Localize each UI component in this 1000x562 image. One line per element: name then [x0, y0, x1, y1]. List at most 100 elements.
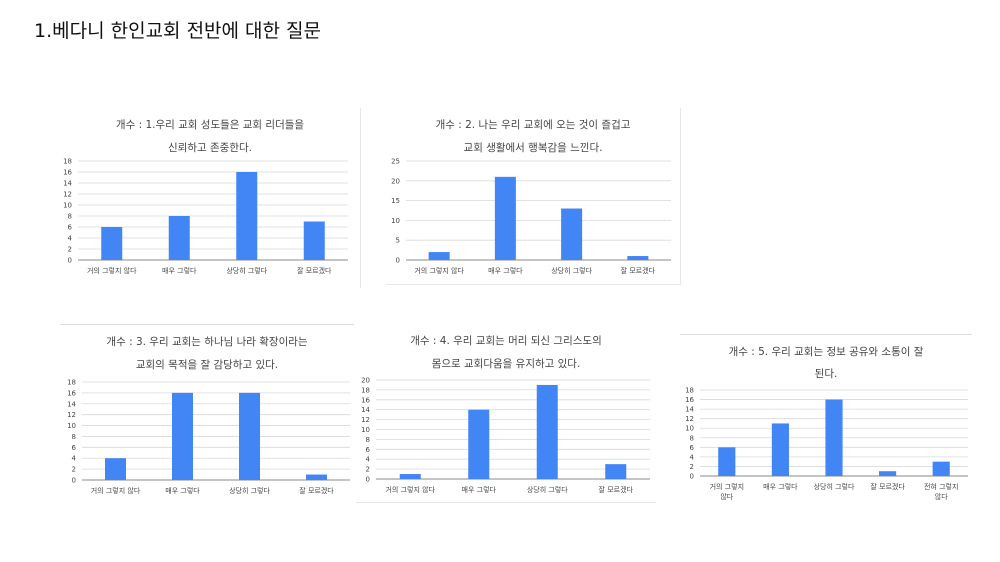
- y-tick-label: 15: [391, 197, 400, 205]
- y-tick-label: 10: [685, 425, 694, 433]
- chart-panel-4: 개수 : 4. 우리 교회는 머리 되신 그리스도의 몸으로 교회다움을 유지하…: [356, 324, 656, 503]
- y-tick-label: 20: [391, 177, 400, 185]
- x-tick-label: 전혀 그렇지: [924, 482, 958, 491]
- chart-title-line-2: 교회의 목적을 잘 감당하고 있다.: [135, 359, 279, 371]
- x-tick-label: 상당히 그렇다: [226, 266, 267, 275]
- y-tick-label: 6: [690, 444, 695, 452]
- y-tick-label: 10: [67, 422, 76, 430]
- y-tick-label: 5: [396, 237, 400, 245]
- y-tick-label: 2: [690, 463, 694, 471]
- chart-panel-5: 개수 : 5. 우리 교회는 정보 공유와 소통이 잘 된다. 0 2 4 6 8 10 1…: [680, 334, 972, 515]
- y-tick-label: 18: [685, 387, 694, 395]
- bar: [428, 252, 450, 260]
- chart-title-line-2: 된다.: [814, 368, 838, 380]
- chart-2-plot: 0 5 10 15 20 25 거의 그렇지 않다 매우 그렇다 상당히 그렇다 잘 모르겠다: [391, 158, 671, 275]
- y-tick-label: 18: [361, 386, 370, 394]
- y-tick-label: 16: [361, 396, 370, 404]
- x-tick-label: 매우 그렇다: [763, 482, 798, 491]
- x-tick-label: 매우 그렇다: [488, 266, 523, 275]
- x-tick-label: 거의 그렇지 않다: [414, 266, 464, 275]
- x-tick-label: 잘 모르겠다: [299, 486, 334, 495]
- bar: [468, 409, 490, 479]
- y-tick-label: 0: [396, 257, 400, 265]
- bar: [239, 392, 260, 480]
- bar: [399, 474, 421, 479]
- x-tick-label: 않다: [720, 492, 733, 501]
- y-tick-label: 0: [72, 477, 76, 485]
- x-tick-label: 잘 모르겠다: [621, 266, 656, 275]
- bar: [172, 392, 193, 480]
- bar: [494, 176, 516, 260]
- y-tick-label: 14: [361, 406, 370, 414]
- y-tick-label: 8: [366, 436, 370, 444]
- bar: [605, 464, 627, 479]
- chart-title-line-1: 개수 : 2. 나는 우리 교회에 오는 것이 즐겁고: [435, 119, 631, 131]
- y-tick-label: 20: [361, 377, 370, 385]
- x-tick-label: 거의 그렇지 않다: [91, 486, 141, 495]
- y-tick-label: 6: [366, 446, 371, 454]
- y-tick-label: 2: [68, 246, 72, 254]
- x-tick-label: 매우 그렇다: [162, 266, 197, 275]
- chart-panel-3: 개수 : 3. 우리 교회는 하나님 나라 확장이라는 교회의 목적을 잘 감당…: [60, 324, 354, 503]
- chart-title-line-1: 개수 : 1.우리 교회 성도들은 교회 리더들을: [115, 119, 305, 131]
- y-tick-label: 25: [391, 158, 400, 166]
- y-tick-label: 2: [72, 466, 76, 474]
- y-tick-label: 0: [690, 473, 694, 481]
- bar: [536, 384, 558, 479]
- y-tick-label: 8: [72, 433, 76, 441]
- chart-1-plot: 0 2 4 6 8 10 12 14 16 18 거의 그렇지 않다 매우 그렇다 상당히 그렇다 잘 모…: [63, 158, 348, 275]
- y-tick-label: 10: [391, 217, 400, 225]
- chart-panel-2: 개수 : 2. 나는 우리 교회에 오는 것이 즐겁고 교회 생활에서 행복감을…: [386, 108, 681, 285]
- x-tick-label: 거의 그렇지: [710, 482, 744, 491]
- chart-title-line-1: 개수 : 3. 우리 교회는 하나님 나라 확장이라는: [106, 336, 308, 348]
- y-tick-label: 4: [366, 456, 371, 464]
- y-tick-label: 12: [685, 415, 694, 423]
- y-tick-label: 10: [63, 202, 72, 210]
- y-tick-label: 8: [690, 434, 694, 442]
- bar: [627, 256, 649, 260]
- bar: [932, 461, 950, 476]
- x-tick-label: 상당히 그렇다: [551, 266, 592, 275]
- y-tick-label: 16: [67, 389, 76, 397]
- x-tick-label: 매우 그렇다: [165, 486, 200, 495]
- y-tick-label: 16: [685, 396, 694, 404]
- y-tick-label: 4: [68, 235, 73, 243]
- y-tick-label: 0: [68, 257, 72, 265]
- bar: [825, 399, 843, 476]
- x-tick-label: 잘 모르겠다: [297, 266, 332, 275]
- y-tick-label: 2: [366, 466, 370, 474]
- x-tick-label: 상당히 그렇다: [229, 486, 270, 495]
- y-tick-label: 6: [72, 444, 77, 452]
- bar: [306, 474, 327, 480]
- y-tick-label: 12: [67, 411, 76, 419]
- chart-panel-1: 개수 : 1.우리 교회 성도들은 교회 리더들을 신뢰하고 존중한다. 0 2 4…: [60, 108, 361, 288]
- y-tick-label: 14: [67, 400, 76, 408]
- x-tick-label: 거의 그렇지 않다: [87, 266, 137, 275]
- y-tick-label: 6: [68, 224, 73, 232]
- x-tick-label: 거의 그렇지 않다: [385, 485, 435, 494]
- y-tick-label: 16: [63, 169, 72, 177]
- chart-title-line-2: 몸으로 교회다움을 유지하고 있다.: [431, 358, 581, 370]
- x-tick-label: 상당히 그렇다: [814, 482, 855, 491]
- bar: [879, 471, 897, 476]
- chart-title-line-1: 개수 : 5. 우리 교회는 정보 공유와 소통이 잘: [728, 346, 924, 358]
- x-tick-label: 않다: [935, 492, 948, 501]
- bar: [771, 423, 789, 476]
- x-tick-label: 매우 그렇다: [462, 485, 497, 494]
- x-tick-label: 상당히 그렇다: [527, 485, 568, 494]
- bar: [718, 447, 736, 476]
- bar: [303, 221, 325, 260]
- y-tick-label: 10: [361, 426, 370, 434]
- y-tick-label: 12: [63, 191, 72, 199]
- chart-3-plot: 0 2 4 6 8 10 12 14 16 18 거의 그렇지 않다 매우 그렇다 상당히 그렇다 잘 모…: [67, 379, 350, 495]
- y-tick-label: 8: [68, 213, 72, 221]
- chart-title-line-2: 신뢰하고 존중한다.: [168, 142, 252, 154]
- y-tick-label: 12: [361, 416, 370, 424]
- y-tick-label: 4: [690, 453, 695, 461]
- page-title: 1.베다니 한인교회 전반에 대한 질문: [34, 20, 322, 42]
- y-tick-label: 14: [685, 406, 694, 414]
- y-tick-label: 0: [366, 476, 370, 484]
- bar: [236, 172, 258, 260]
